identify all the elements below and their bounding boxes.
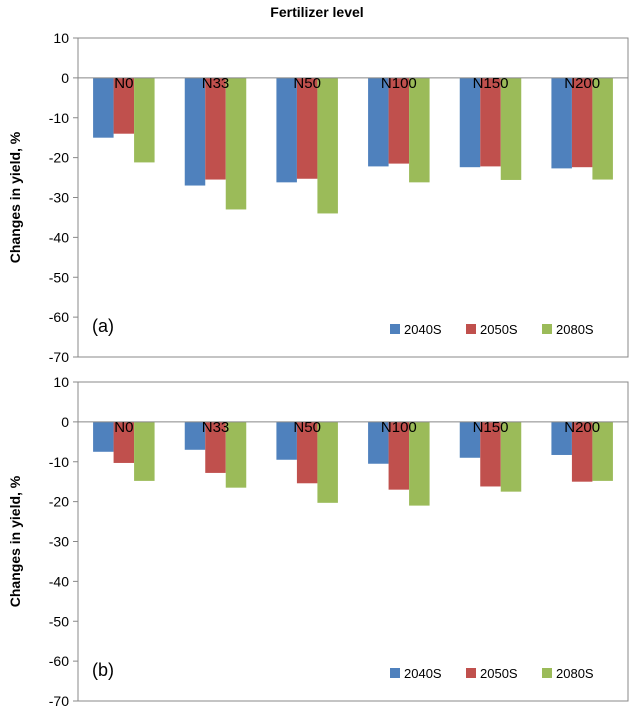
chart-title: Fertilizer level	[270, 4, 364, 20]
legend-label-b-2050s: 2050S	[480, 666, 518, 681]
category-label-a-n50: N50	[293, 75, 321, 92]
bar-b-2040s-n100	[368, 421, 389, 464]
y-tick-label-a-3: -20	[49, 150, 69, 166]
y-tick-label-b-0: 10	[53, 374, 69, 390]
bar-b-2080s-n150	[500, 421, 522, 492]
category-label-b-n50: N50	[293, 419, 321, 436]
category-label-a-n200: N200	[564, 75, 600, 92]
bar-a-2080s-n50	[317, 77, 338, 214]
y-tick-label-a-8: -70	[49, 349, 69, 365]
y-tick-label-b-1: 0	[61, 414, 69, 430]
category-label-a-n100: N100	[381, 75, 417, 92]
legend-label-a-2040s: 2040S	[404, 322, 442, 337]
category-label-a-n150: N150	[473, 75, 509, 92]
panel-label-b: (b)	[92, 660, 114, 680]
bar-a-2080s-n200	[592, 77, 613, 180]
y-tick-label-a-7: -60	[49, 309, 69, 325]
bar-a-2050s-n150	[480, 77, 501, 167]
bar-a-2050s-n200	[571, 77, 593, 168]
y-tick-label-b-8: -70	[49, 693, 69, 709]
bar-b-2050s-n0	[113, 421, 135, 463]
bar-a-2050s-n50	[296, 77, 318, 179]
bar-b-2040s-n50	[276, 421, 297, 460]
category-label-b-n100: N100	[381, 419, 417, 436]
bar-a-2080s-n33	[225, 77, 247, 210]
bar-b-2040s-n0	[93, 421, 114, 452]
legend-label-b-2080s: 2080S	[556, 666, 594, 681]
y-tick-label-a-5: -40	[49, 229, 69, 245]
bar-a-2050s-n33	[205, 77, 226, 180]
bar-a-2080s-n150	[500, 77, 522, 180]
y-tick-label-b-3: -20	[49, 494, 69, 510]
bar-a-2040s-n100	[368, 77, 389, 167]
bar-b-2050s-n150	[480, 421, 501, 487]
bar-a-2050s-n0	[113, 77, 135, 134]
bar-b-2040s-n33	[184, 421, 206, 450]
category-label-a-n33: N33	[202, 75, 230, 92]
bar-b-2080s-n200	[592, 421, 613, 481]
y-tick-label-a-0: 10	[53, 30, 69, 46]
y-axis-label-a: Changes in yield, %	[7, 131, 23, 263]
y-tick-label-b-4: -30	[49, 534, 69, 550]
bar-a-2050s-n100	[388, 77, 410, 164]
legend-swatch-a-2050s	[466, 324, 476, 334]
y-tick-label-b-2: -10	[49, 454, 69, 470]
bar-a-2040s-n50	[276, 77, 297, 183]
bar-b-2040s-n150	[459, 421, 481, 458]
y-tick-label-b-5: -40	[49, 573, 69, 589]
bar-b-2050s-n50	[296, 421, 318, 484]
bar-a-2040s-n200	[551, 77, 572, 169]
bar-b-2050s-n33	[205, 421, 226, 473]
bar-b-2080s-n0	[134, 421, 155, 481]
category-label-b-n150: N150	[473, 419, 509, 436]
y-axis-label-b: Changes in yield, %	[7, 475, 23, 607]
y-tick-label-b-6: -50	[49, 613, 69, 629]
legend-swatch-b-2050s	[466, 668, 476, 678]
y-tick-label-a-2: -10	[49, 110, 69, 126]
panel-label-a: (a)	[92, 316, 114, 336]
category-label-b-n33: N33	[202, 419, 230, 436]
chart-panel-b: 10 0 -10 -20 -30 -40 -50 -60 -70 Changes in yield…	[7, 374, 629, 709]
legend-swatch-a-2080s	[542, 324, 552, 334]
bar-a-2040s-n0	[93, 77, 114, 138]
y-tick-label-a-6: -50	[49, 269, 69, 285]
bar-a-2040s-n150	[459, 77, 481, 168]
bar-b-2040s-n200	[551, 421, 572, 455]
legend-swatch-b-2080s	[542, 668, 552, 678]
bar-b-2080s-n50	[317, 421, 338, 503]
bar-b-2080s-n100	[409, 421, 430, 506]
bar-b-2050s-n100	[388, 421, 410, 490]
legend-label-b-2040s: 2040S	[404, 666, 442, 681]
bar-a-2040s-n33	[184, 77, 206, 186]
y-tick-label-a-1: 0	[61, 70, 69, 86]
bar-a-2080s-n0	[134, 77, 155, 163]
plot-area-b	[77, 381, 629, 702]
legend-swatch-b-2040s	[390, 668, 400, 678]
category-label-b-n200: N200	[564, 419, 600, 436]
category-label-b-n0: N0	[114, 419, 133, 436]
category-label-a-n0: N0	[114, 75, 133, 92]
y-tick-label-a-4: -30	[49, 190, 69, 206]
legend-swatch-a-2040s	[390, 324, 400, 334]
y-tick-label-b-7: -60	[49, 653, 69, 669]
legend-label-a-2080s: 2080S	[556, 322, 594, 337]
bar-b-2050s-n200	[571, 421, 593, 482]
chart-panel-a: 10 0 -10 -20 -30 -40 -50 -60 -70 Changes in yield…	[7, 30, 629, 365]
legend-label-a-2050s: 2050S	[480, 322, 518, 337]
bar-b-2080s-n33	[225, 421, 247, 488]
plot-area-a	[77, 37, 629, 358]
bar-a-2080s-n100	[409, 77, 430, 183]
